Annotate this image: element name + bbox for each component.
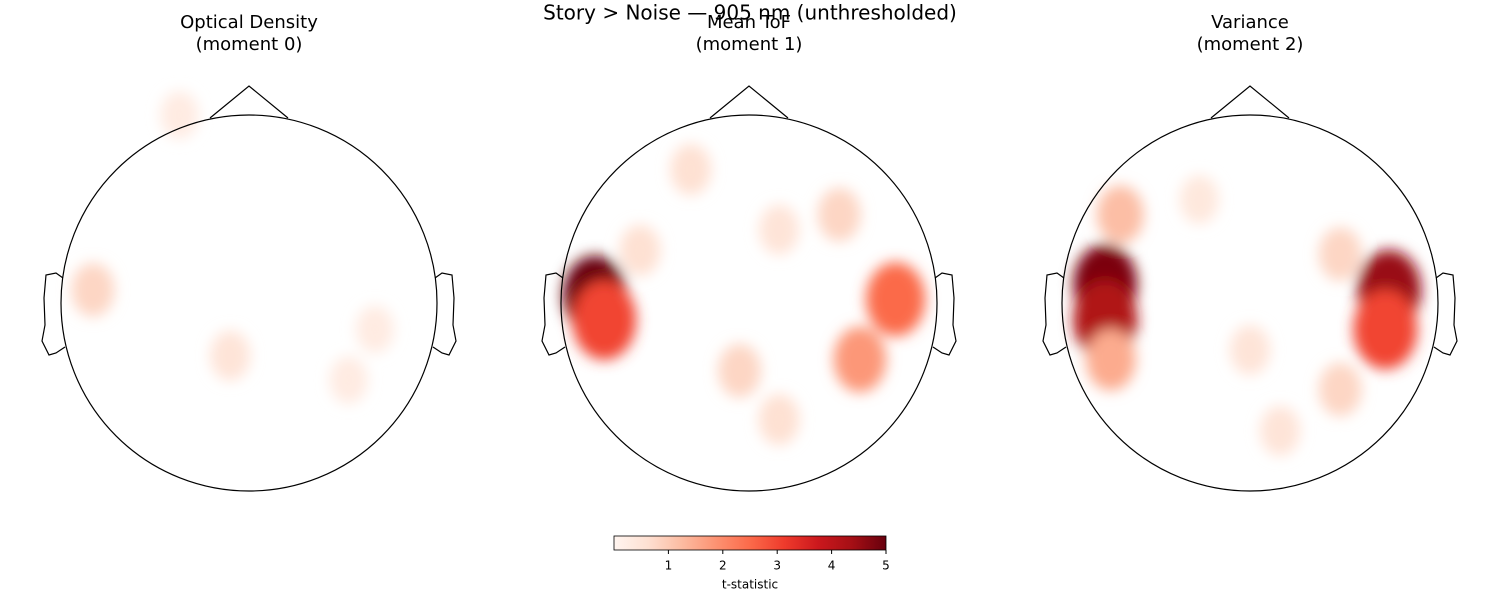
colorbar-tick-label: 1 (665, 559, 673, 573)
colorbar-tick-label: 4 (828, 559, 836, 573)
topomap-field (71, 91, 394, 404)
topomap-blob (833, 326, 887, 393)
topomap-blob (1086, 328, 1136, 391)
topomap-blob (572, 279, 637, 360)
nose (709, 85, 789, 119)
panel-title: (moment 1) (696, 34, 803, 55)
panel-title: Optical Density (180, 12, 318, 33)
right-ear (932, 272, 957, 356)
topomap-blob (759, 204, 800, 255)
topomap-blob (758, 393, 800, 446)
figure-title: Story > Noise — 905 nm (unthresholded) (543, 1, 957, 25)
topomap-blob (1260, 405, 1301, 456)
topomap-blob (619, 224, 661, 276)
topomap-blob (210, 330, 251, 381)
panel-title: (moment 0) (196, 34, 303, 55)
topomap-blob (718, 343, 762, 398)
colorbar-tick-label: 3 (773, 559, 781, 573)
left-ear (41, 272, 66, 356)
nose (1210, 85, 1290, 119)
nose (209, 85, 289, 119)
topomap-blob (160, 91, 199, 139)
topomap-blob (1179, 175, 1219, 225)
right-ear (1433, 272, 1458, 356)
topomap-blob (670, 143, 712, 196)
head-outline (560, 114, 938, 492)
topomap-blob (329, 356, 368, 404)
topomap-blob (1318, 362, 1362, 417)
topomap-blob (817, 187, 861, 242)
left-ear (541, 272, 566, 356)
colorbar (613, 535, 887, 551)
panel-title: (moment 2) (1197, 34, 1304, 55)
topomap-blob (71, 263, 115, 317)
topomap-blob (1318, 227, 1362, 281)
topomap-blob (355, 305, 394, 354)
panel-title: Mean ToF (707, 12, 791, 33)
left-ear (1042, 272, 1067, 356)
colorbar-label: t-statistic (722, 578, 778, 592)
topomap-field (562, 143, 926, 446)
colorbar-tick-label: 2 (719, 559, 727, 573)
topomap-blob (1353, 289, 1418, 370)
panel-title: Variance (1211, 12, 1289, 33)
colorbar-tick-label: 5 (882, 559, 890, 573)
head-outline (60, 114, 438, 492)
topomap-field (1073, 175, 1422, 456)
head-outline (1061, 114, 1439, 492)
topomap-blob (1096, 185, 1144, 244)
topomap-blob (866, 262, 926, 337)
right-ear (432, 272, 457, 356)
topomap-blob (1230, 325, 1270, 375)
